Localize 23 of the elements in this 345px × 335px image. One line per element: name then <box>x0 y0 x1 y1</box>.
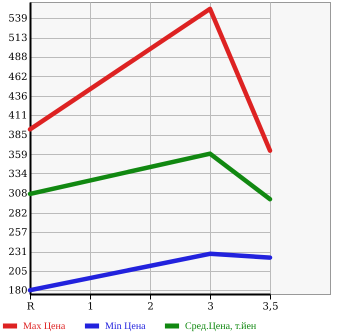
y-tick-label: 308 <box>8 188 28 200</box>
x-tick-label: 1 <box>87 302 94 312</box>
y-tick-label: 282 <box>8 208 28 220</box>
x-tick-label: 2 <box>147 302 154 312</box>
y-tick-label: 205 <box>8 266 28 278</box>
legend-label: Сред.Цена, т.йен <box>185 321 257 332</box>
x-tick-label: 3 <box>207 302 214 312</box>
y-tick-label: 257 <box>8 227 28 238</box>
y-tick-label: 231 <box>8 247 28 258</box>
y-tick-label: 180 <box>8 286 28 297</box>
x-tick-label: 3,5 <box>262 302 278 312</box>
y-tick-label: 462 <box>8 72 28 83</box>
y-tick-label: 513 <box>8 33 28 44</box>
y-tick-label: 488 <box>8 52 28 64</box>
y-tick-label: 411 <box>8 110 28 122</box>
y-tick-label: 539 <box>8 13 28 24</box>
y-tick-label: 334 <box>8 168 28 180</box>
x-tick-label: R <box>26 302 35 312</box>
y-tick-label: 436 <box>8 92 28 103</box>
y-tick-label: 385 <box>8 130 28 142</box>
y-tick-label: 359 <box>8 150 28 161</box>
legend-label: Max Цена <box>23 321 66 332</box>
legend-label: Min Цена <box>105 321 146 332</box>
